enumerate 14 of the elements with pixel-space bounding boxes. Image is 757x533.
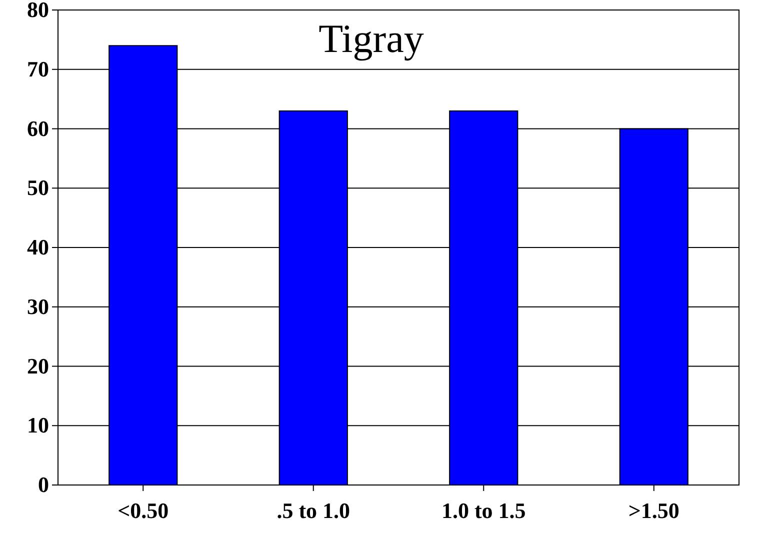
y-tick-label: 40 xyxy=(27,234,49,260)
y-tick-label: 0 xyxy=(38,472,49,498)
y-tick-label: 50 xyxy=(27,175,49,200)
y-tick-label: 10 xyxy=(27,412,49,438)
x-tick-label: .5 to 1.0 xyxy=(276,498,350,524)
x-tick-label: <0.50 xyxy=(118,498,169,524)
y-tick-label: 60 xyxy=(27,116,49,141)
chart-title: Tigray xyxy=(318,16,424,61)
x-tick-label: 1.0 to 1.5 xyxy=(441,498,526,524)
x-tick-label: >1.50 xyxy=(628,498,680,524)
y-tick-label: 80 xyxy=(27,0,49,22)
y-tick-label: 20 xyxy=(27,353,49,378)
y-tick-label: 70 xyxy=(27,56,49,82)
y-tick-label: 30 xyxy=(27,294,49,319)
